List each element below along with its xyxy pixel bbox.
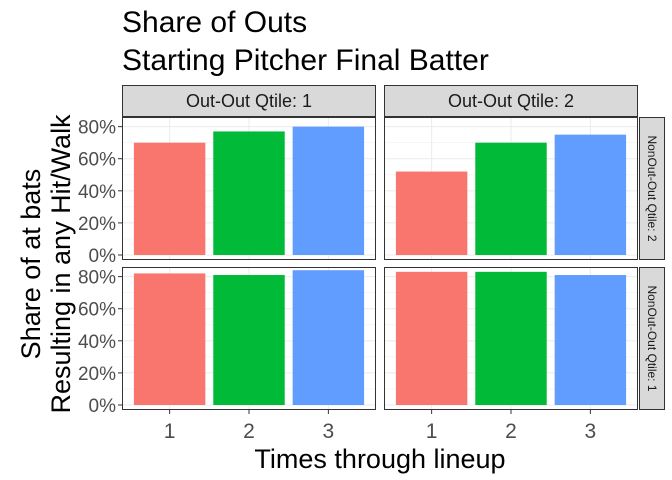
bar-2 (475, 271, 547, 405)
bar-2 (213, 275, 285, 405)
x-tick-label: 3 (323, 420, 335, 443)
panel-border-3 (122, 267, 376, 410)
y-tick-label: 40% (78, 182, 116, 203)
y-axis-title-line-1: Share of at bats (16, 169, 46, 360)
row-strip-label-2: NonOut-Out Qtile: 1 (645, 285, 659, 391)
bar-3 (554, 134, 627, 255)
bar-2 (475, 142, 547, 255)
row-strip-1 (639, 117, 665, 260)
y-tick-label: 80% (78, 118, 116, 139)
bar-3 (292, 126, 365, 256)
y-tick-label: 40% (78, 332, 116, 353)
panel-border-1 (122, 117, 376, 260)
y-tick-label: 20% (78, 364, 116, 385)
x-tick-label: 2 (505, 420, 517, 443)
y-tick-label: 0% (89, 396, 117, 417)
bar-3 (292, 270, 365, 405)
panel-border-2 (384, 117, 638, 260)
bar-1 (133, 142, 206, 255)
x-tick-label: 1 (426, 420, 438, 443)
row-strip-label-1: NonOut-Out Qtile: 2 (645, 135, 659, 241)
row-strip-2 (639, 267, 665, 410)
bar-1 (395, 271, 468, 405)
x-tick-label: 1 (164, 420, 176, 443)
bar-1 (395, 171, 468, 255)
y-axis-title-line-2: Resulting in any Hit/Walk (46, 114, 76, 414)
y-tick-label: 60% (78, 300, 116, 321)
bar-1 (133, 273, 206, 405)
column-strip-1 (122, 85, 376, 117)
bar-3 (554, 275, 627, 405)
column-strip-label-1: Out-Out Qtile: 1 (186, 91, 312, 111)
bar-2 (213, 131, 285, 255)
column-strip-label-2: Out-Out Qtile: 2 (448, 91, 574, 111)
x-tick-label: 3 (585, 420, 597, 443)
y-tick-label: 60% (78, 150, 116, 171)
chart-title-line-2: Starting Pitcher Final Batter (122, 44, 489, 77)
column-strip-2 (384, 85, 638, 117)
panel-border-4 (384, 267, 638, 410)
y-tick-label: 80% (78, 268, 116, 289)
y-tick-label: 20% (78, 214, 116, 235)
chart-title-line-1: Share of Outs (122, 6, 308, 39)
x-tick-label: 2 (243, 420, 255, 443)
y-tick-label: 0% (89, 246, 117, 267)
x-axis-title: Times through lineup (254, 444, 505, 474)
